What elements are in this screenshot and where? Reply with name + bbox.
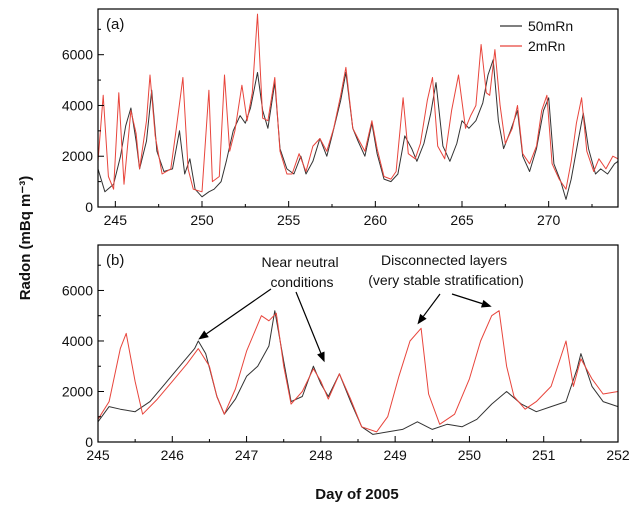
x-tick-label: 246 bbox=[161, 447, 185, 463]
annotation-arrowhead bbox=[198, 330, 209, 340]
y-tick-label: 4000 bbox=[62, 333, 93, 349]
x-tick-label: 248 bbox=[309, 447, 333, 463]
y-tick-label: 6000 bbox=[62, 47, 93, 63]
series-line-2mRn bbox=[97, 13, 619, 193]
legend-label-2mRn: 2mRn bbox=[528, 38, 565, 54]
panel-label-a: (a) bbox=[106, 16, 124, 33]
x-tick-label: 252 bbox=[606, 447, 629, 463]
annotation-arrow bbox=[206, 288, 272, 335]
y-tick-label: 0 bbox=[85, 434, 93, 450]
y-tick-label: 0 bbox=[85, 199, 93, 215]
legend: 50mRn 2mRn bbox=[500, 18, 573, 54]
x-tick-label: 260 bbox=[364, 212, 388, 228]
annotation-arrowhead bbox=[417, 313, 427, 325]
panel-a: 245 250 255 260 265 270 0 2000 4000 6000 (a) 50mR… bbox=[62, 8, 619, 228]
x-axis-title: Day of 2005 bbox=[315, 486, 398, 503]
y-tick-label: 2000 bbox=[62, 383, 93, 399]
y-tick-label: 6000 bbox=[62, 282, 93, 298]
panel-label-b: (b) bbox=[106, 252, 124, 269]
annotation-arrowhead bbox=[317, 351, 325, 363]
x-tick-label: 270 bbox=[537, 212, 561, 228]
x-tick-label: 250 bbox=[458, 447, 482, 463]
annotation-arrowhead bbox=[480, 299, 492, 308]
x-tick-label: 245 bbox=[104, 212, 128, 228]
panel-b: 245 246 247 248 249 250 251 252 0 2000 4000 6000 (b… bbox=[62, 244, 629, 463]
x-tick-label: 255 bbox=[277, 212, 301, 228]
x-tick-label: 265 bbox=[450, 212, 474, 228]
annotation-disconnected-layers: Disconnected layers (very stable stratif… bbox=[368, 252, 524, 288]
x-tick-label: 251 bbox=[532, 447, 556, 463]
legend-label-50mRn: 50mRn bbox=[528, 18, 573, 34]
y-axis-title: Radon (mBq m⁻³) bbox=[17, 176, 34, 301]
y-tick-label: 2000 bbox=[62, 148, 93, 164]
annotation-arrow bbox=[422, 293, 441, 317]
y-tick-label: 4000 bbox=[62, 97, 93, 113]
annotation-arrow bbox=[451, 293, 483, 305]
x-tick-label: 249 bbox=[383, 447, 407, 463]
x-tick-label: 250 bbox=[190, 212, 214, 228]
annotation-arrow bbox=[295, 291, 322, 354]
x-tick-label: 247 bbox=[235, 447, 259, 463]
annotation-near-neutral: Near neutral conditions bbox=[262, 254, 343, 290]
series-line-2mRn bbox=[97, 310, 619, 433]
series-line-50mRn bbox=[97, 59, 619, 200]
series-line-50mRn bbox=[97, 310, 619, 435]
x-tick-label: 245 bbox=[86, 447, 110, 463]
